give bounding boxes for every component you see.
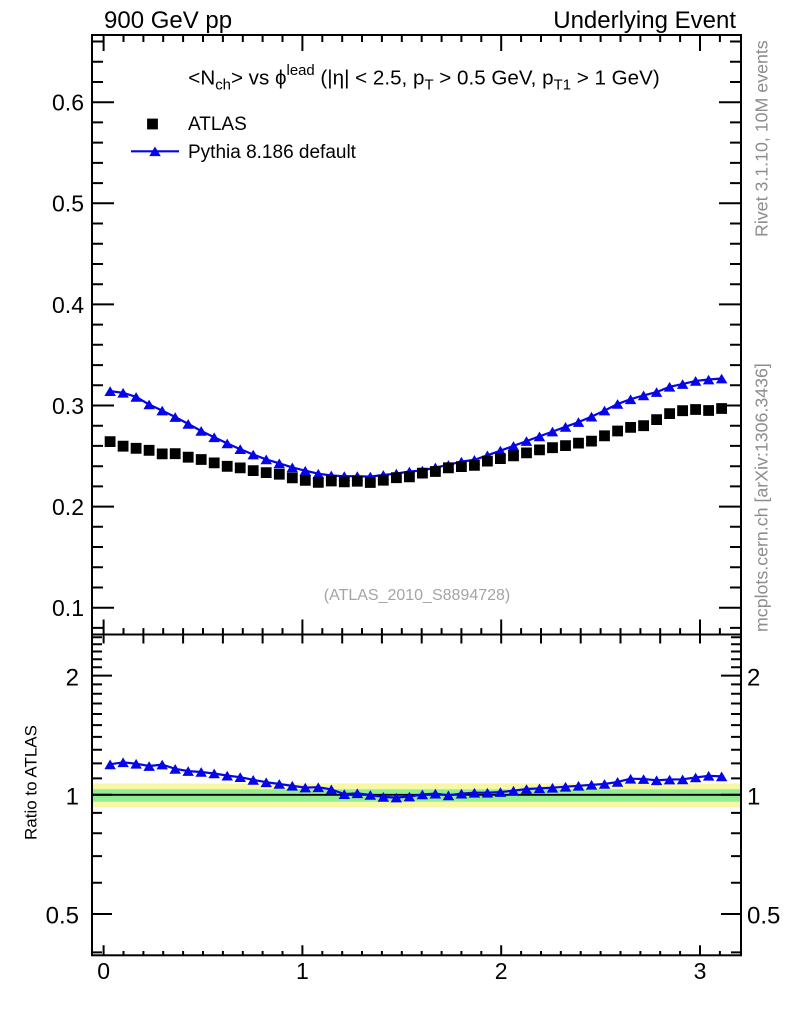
svg-text:0.2: 0.2 [52,494,84,520]
svg-text:0.5: 0.5 [46,903,79,930]
svg-text:0.3: 0.3 [52,393,84,419]
svg-text:1: 1 [296,958,309,984]
svg-text:Rivet 3.1.10, 10M events: Rivet 3.1.10, 10M events [752,40,772,237]
svg-text:1: 1 [747,784,760,811]
svg-text:2: 2 [66,664,79,691]
svg-text:Ratio to ATLAS: Ratio to ATLAS [22,725,41,840]
svg-text:0.4: 0.4 [52,292,84,318]
svg-text:ATLAS: ATLAS [188,114,247,135]
svg-text:(ATLAS_2010_S8894728): (ATLAS_2010_S8894728) [324,587,511,604]
svg-text:1: 1 [66,784,79,811]
svg-text:0.5: 0.5 [747,903,780,930]
svg-text:2: 2 [495,958,508,984]
svg-text:Pythia 8.186 default: Pythia 8.186 default [188,142,357,163]
svg-text:0.5: 0.5 [52,191,84,217]
svg-text:mcplots.cern.ch [arXiv:1306.34: mcplots.cern.ch [arXiv:1306.3436] [752,363,772,632]
svg-text:3: 3 [694,958,707,984]
svg-text:2: 2 [747,664,760,691]
svg-text:Underlying Event: Underlying Event [553,7,736,34]
svg-text:900 GeV pp: 900 GeV pp [104,7,232,34]
svg-text:0.1: 0.1 [52,595,84,621]
svg-text:0.6: 0.6 [52,90,84,116]
svg-text:<Nch> vs ϕlead (|η| < 2.5, pT: <Nch> vs ϕlead (|η| < 2.5, pT > 0.5 GeV,… [188,63,659,94]
svg-text:0: 0 [97,958,110,984]
